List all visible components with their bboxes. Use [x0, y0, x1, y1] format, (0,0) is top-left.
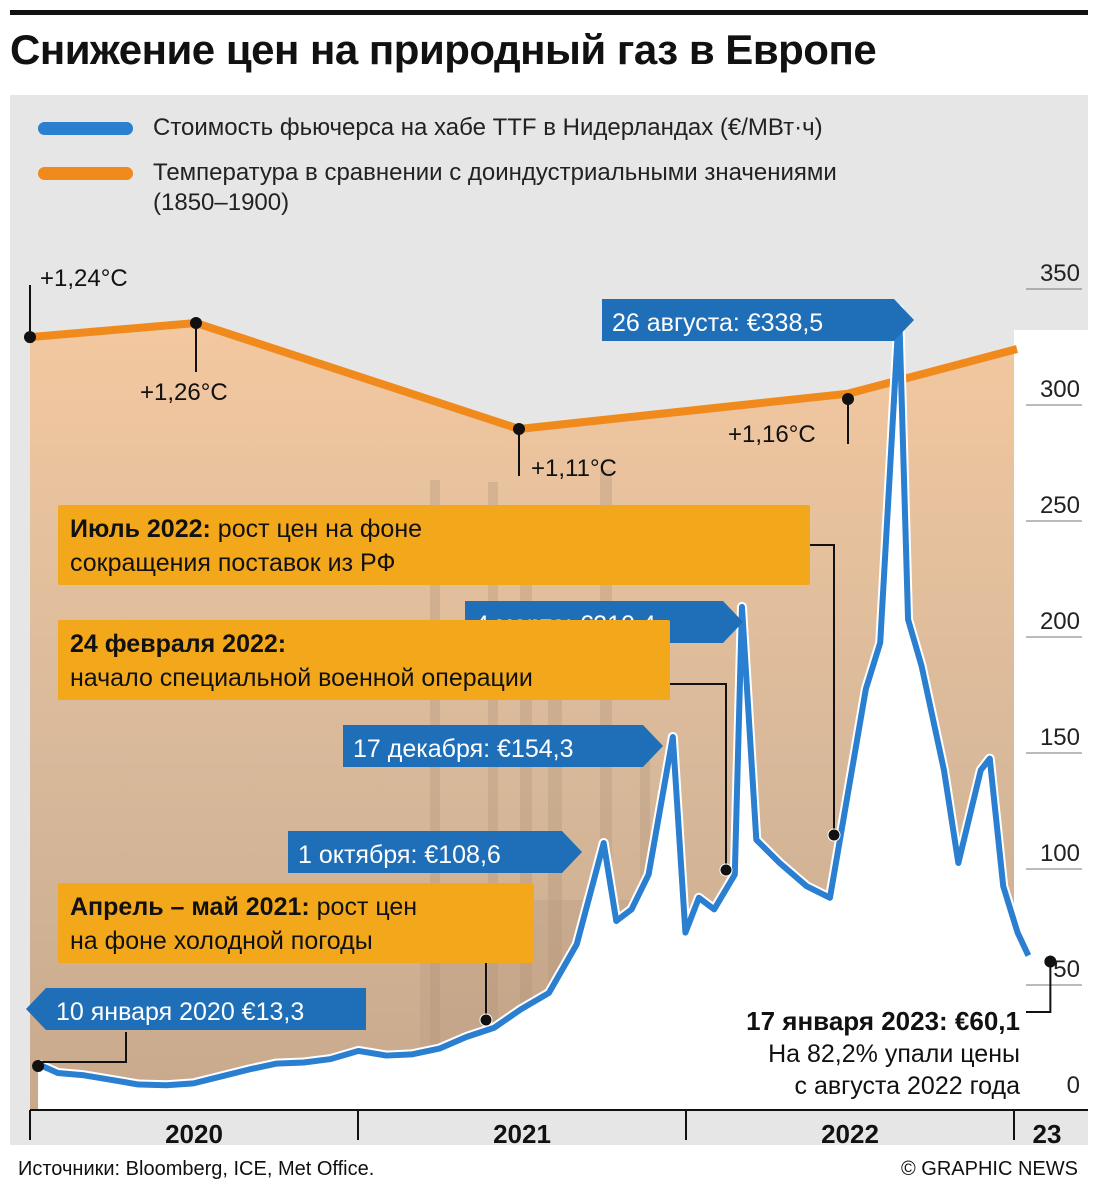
event-note-text: рост цен — [310, 893, 417, 921]
sources-note: Источники: Bloomberg, ICE, Met Office. — [18, 1158, 375, 1180]
y-tick-label: 350 — [1040, 260, 1080, 287]
legend-swatch-price — [38, 122, 133, 135]
y-tick-label: 200 — [1040, 608, 1080, 635]
temp-label: +1,24°C — [40, 265, 128, 292]
y-tick-label: 300 — [1040, 376, 1080, 403]
final-value-label: 17 января 2023: €60,1 — [746, 1006, 1020, 1036]
event-note: Апрель – май 2021: рост цен на фоне холод… — [58, 883, 534, 1027]
x-tick-label: 2020 — [165, 1119, 223, 1149]
legend-item-temp: Температура в сравнении с доиндустриальн… — [38, 158, 837, 218]
event-note-line1: 24 февраля 2022: — [70, 630, 286, 658]
event-note: 24 февраля 2022: начало специальной военн… — [58, 620, 733, 877]
price-callout-label: 17 декабря: €154,3 — [353, 735, 573, 763]
final-dot — [1044, 955, 1057, 968]
event-note-line2: начало специальной военной операции — [70, 664, 533, 692]
chart-title: Снижение цен на природный газ в Европе — [10, 26, 877, 73]
price-callout-label: 26 августа: €338,5 — [612, 309, 823, 337]
event-note-text: рост цен на фоне — [211, 515, 422, 543]
price-callout: 10 января 2020 €13,3 — [26, 988, 366, 1030]
chimney-silhouette — [430, 480, 440, 1110]
final-leader — [1026, 955, 1052, 1013]
price-line — [36, 306, 1032, 1089]
event-note-line1: Апрель – май 2021: рост цен — [70, 893, 417, 921]
price-callout-box — [288, 831, 582, 873]
event-note-date: Июль 2022: — [70, 515, 211, 543]
final-note-line2: с августа 2022 года — [795, 1072, 1021, 1100]
event-note-box — [58, 505, 810, 585]
y-tick-label: 50 — [1053, 956, 1080, 983]
chimney-silhouette — [488, 482, 498, 1110]
callout-dot — [32, 1060, 45, 1072]
legend-label-price: Стоимость фьючерса на хабе TTF в Нидерла… — [153, 114, 823, 141]
temp-marker-dot — [24, 331, 36, 344]
event-note: Июль 2022: рост цен на фоне сокращения по… — [58, 505, 841, 842]
temp-label: +1,11°C — [531, 455, 617, 482]
legend-item-price: Стоимость фьючерса на хабе TTF в Нидерла… — [38, 113, 823, 143]
temp-label: +1,26°C — [140, 379, 228, 406]
x-tick-label: 2021 — [493, 1119, 551, 1149]
event-note-line2: сокращения поставок из РФ — [70, 549, 395, 577]
price-callout-box — [26, 988, 366, 1030]
price-callout: 17 декабря: €154,3 — [343, 725, 663, 767]
legend-label-temp-line1: Температура в сравнении с доиндустриальн… — [153, 159, 837, 186]
event-note-leader — [810, 544, 835, 835]
y-tick-label: 150 — [1040, 724, 1080, 751]
event-note-dot — [719, 863, 733, 877]
event-note-box — [58, 883, 534, 963]
legend-label-temp-line2: (1850–1900) — [153, 189, 290, 216]
event-note-line1: Июль 2022: рост цен на фоне — [70, 515, 422, 543]
event-note-leader — [670, 683, 727, 870]
event-note-date: 24 февраля 2022: — [70, 630, 286, 658]
price-callout: 1 октября: €108,6 — [288, 831, 582, 873]
final-note-line1: На 82,2% упали цены — [768, 1040, 1020, 1068]
x-tick-label: 2022 — [821, 1119, 879, 1149]
price-callout-box — [343, 725, 663, 767]
price-area-fill — [38, 309, 1029, 1110]
top-rule — [10, 10, 1088, 15]
temp-label: +1,16°C — [728, 421, 816, 448]
temp-marker-dot — [842, 393, 854, 405]
event-note-dot — [479, 1013, 493, 1027]
y-tick-label: 100 — [1040, 840, 1080, 867]
legend-swatch-temp — [38, 167, 133, 180]
price-callout-box — [602, 299, 914, 341]
event-note-date: Апрель – май 2021: — [70, 893, 310, 921]
y-tick-label: 0 — [1067, 1072, 1080, 1099]
y-tick-label: 250 — [1040, 492, 1080, 519]
event-note-dot — [827, 828, 841, 842]
legend-label-temp: Температура в сравнении с доиндустриальн… — [153, 158, 837, 218]
price-callout-label: 10 января 2020 €13,3 — [56, 998, 304, 1026]
price-callout: 26 августа: €338,5 — [602, 299, 914, 341]
temp-marker-dot — [190, 317, 202, 329]
credit: © GRAPHIC NEWS — [901, 1158, 1078, 1180]
event-note-line2: на фоне холодной погоды — [70, 927, 373, 955]
temp-marker-dot — [513, 423, 525, 435]
x-tick-label: 23 — [1033, 1119, 1062, 1149]
price-callout-label: 1 октября: €108,6 — [298, 841, 501, 869]
event-note-box — [58, 620, 670, 700]
